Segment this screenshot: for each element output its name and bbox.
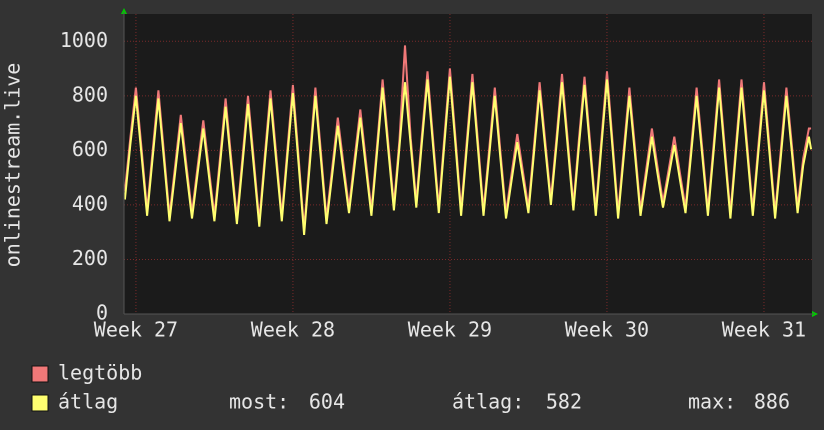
y-tick-label: 1000 bbox=[60, 28, 108, 52]
x-tick-label: Week 29 bbox=[408, 318, 492, 342]
x-tick-label: Week 28 bbox=[251, 318, 335, 342]
x-tick-label: Week 31 bbox=[722, 318, 806, 342]
legend-label: legtöbb bbox=[58, 361, 142, 385]
y-tick-label: 800 bbox=[72, 82, 108, 106]
y-tick-label: 400 bbox=[72, 191, 108, 215]
stat-value: 604 bbox=[309, 390, 345, 414]
y-axis-label: onlinestream.live bbox=[1, 63, 25, 268]
stat-value: 886 bbox=[754, 390, 790, 414]
legend-swatch bbox=[31, 365, 49, 383]
x-tick-label: Week 27 bbox=[94, 318, 178, 342]
legend: legtöbb átlag most: 604 átlag: 582 max: 886 bbox=[31, 361, 790, 414]
stat-label: átlag: bbox=[452, 390, 524, 414]
legend-label: átlag bbox=[58, 390, 118, 414]
stat-label: most: bbox=[229, 390, 289, 414]
series-line bbox=[123, 76, 813, 235]
plot-area bbox=[124, 14, 812, 314]
stat-value: 582 bbox=[546, 390, 582, 414]
axis-arrow bbox=[121, 8, 127, 14]
y-tick-label: 600 bbox=[72, 137, 108, 161]
legend-swatch bbox=[31, 394, 49, 412]
y-tick-label: 0 bbox=[96, 301, 108, 325]
x-tick-label: Week 30 bbox=[565, 318, 649, 342]
axis-arrow bbox=[812, 311, 818, 317]
y-tick-label: 200 bbox=[72, 246, 108, 270]
stat-label: max: bbox=[688, 390, 736, 414]
